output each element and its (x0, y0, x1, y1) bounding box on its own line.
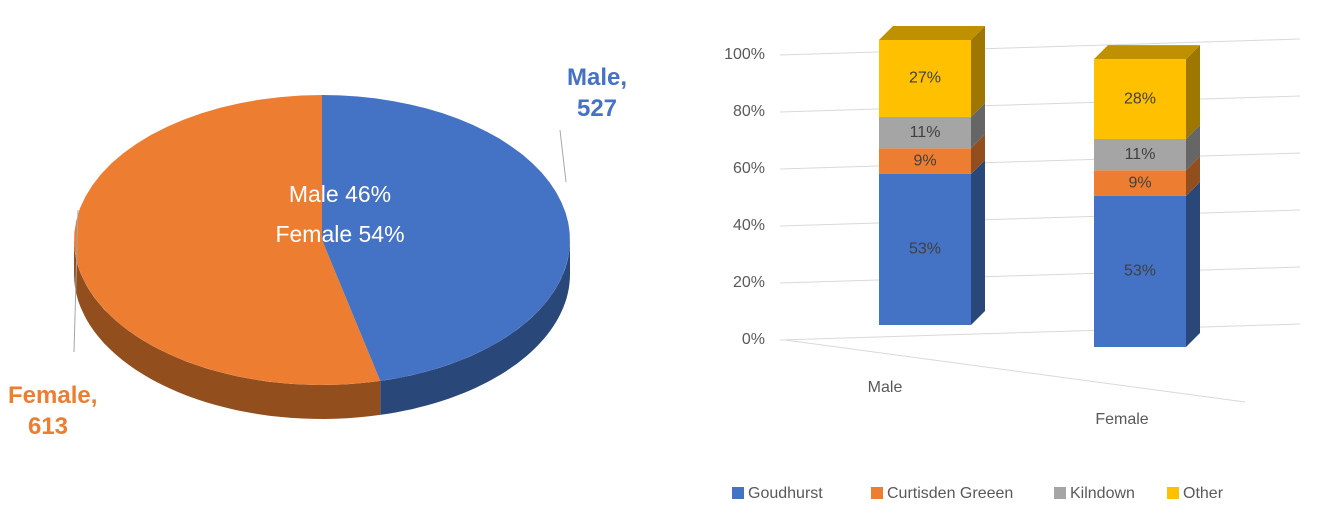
grid-line (779, 152, 1301, 170)
leader-line (73, 209, 79, 353)
legend-swatch (1167, 487, 1179, 499)
grid-line (779, 38, 1301, 56)
bar-side (971, 102, 985, 149)
pie-slice (322, 95, 570, 381)
legend-swatch (732, 487, 744, 499)
x-tick-label: Female (1095, 411, 1148, 428)
bar-segment (1094, 195, 1186, 347)
data-label: 53% (909, 241, 941, 258)
bar-segment (879, 116, 971, 149)
pie-side (74, 240, 381, 419)
legend-label: Other (1183, 485, 1224, 502)
pie-side (380, 240, 570, 415)
axis-floor (784, 339, 1246, 403)
bar-segment (879, 173, 971, 325)
bar-segment (879, 148, 971, 174)
data-label: 9% (913, 152, 936, 169)
bar-side (1186, 45, 1200, 139)
pie-annotation: Female 54% (275, 221, 404, 247)
bar-top (879, 26, 985, 40)
legend-swatch (1054, 487, 1066, 499)
y-tick-label: 80% (733, 103, 765, 120)
bar-side (971, 159, 985, 325)
bar-segment (879, 40, 971, 117)
leader-line (559, 129, 567, 183)
legend-swatch (871, 487, 883, 499)
legend-label: Goudhurst (748, 485, 823, 502)
data-label: 27% (909, 70, 941, 87)
pie-slice (74, 95, 381, 385)
bar-side (1186, 181, 1200, 347)
bar-side (1186, 124, 1200, 171)
data-label: 11% (1125, 146, 1156, 163)
pie-annotation: Male 46% (289, 181, 391, 207)
y-tick-label: 20% (733, 274, 765, 291)
legend-label: Curtisden Greeen (887, 485, 1013, 502)
grid-line (779, 95, 1301, 113)
bar-segment (1094, 138, 1186, 171)
grid-line (779, 209, 1301, 227)
y-tick-label: 0% (742, 331, 765, 348)
y-tick-label: 100% (724, 46, 765, 63)
bar-top (1094, 45, 1200, 60)
bar-segment (1094, 59, 1186, 139)
legend-label: Kilndown (1070, 485, 1135, 502)
y-tick-label: 40% (733, 217, 765, 234)
data-label: 28% (1124, 90, 1156, 107)
bar-side (971, 134, 985, 174)
bar-segment (1094, 170, 1186, 196)
grid-line (779, 323, 1301, 341)
pie-data-label: Male, 527 (566, 64, 628, 122)
data-label: 53% (1124, 263, 1156, 280)
data-label: 11% (910, 124, 941, 141)
x-tick-label: Male (868, 379, 903, 396)
data-label: 9% (1128, 174, 1151, 191)
bar-side (971, 26, 985, 117)
y-tick-label: 60% (733, 160, 765, 177)
grid-line (779, 266, 1301, 284)
bar-side (1186, 156, 1200, 196)
pie-data-label: Female, 613 (8, 382, 98, 440)
